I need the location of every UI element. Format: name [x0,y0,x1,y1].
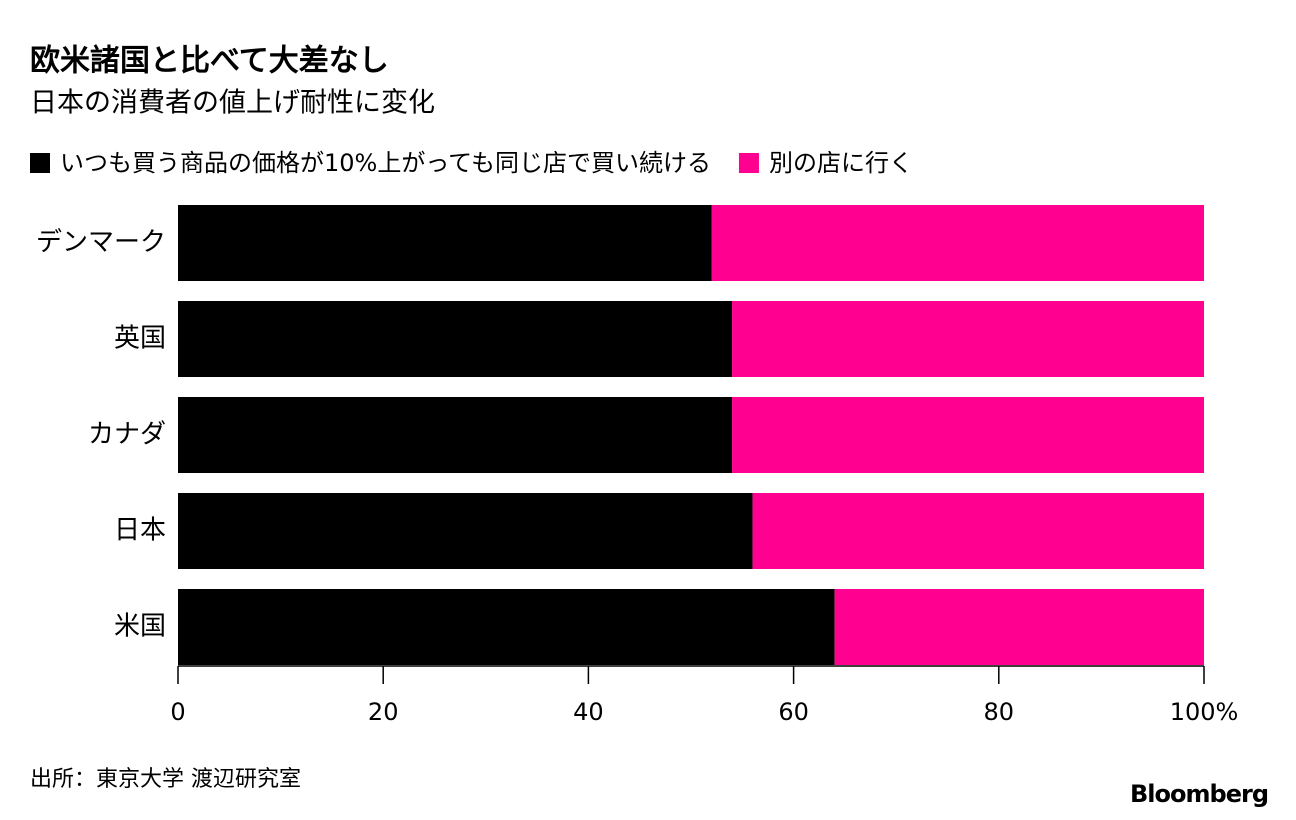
bar-segment [732,397,1204,473]
source: 出所：東京大学 渡辺研究室 [30,767,301,792]
y-tick-label: 日本 [114,516,166,546]
bar-segment [178,205,712,281]
x-tick-label: 20 [368,698,399,726]
bar-segment [752,493,1204,569]
legend-swatch [30,153,50,173]
x-tick-label: 40 [573,698,604,726]
y-tick-label: デンマーク [36,228,166,258]
y-tick-label: 英国 [114,324,166,354]
bar-segment [732,301,1204,377]
bar-segment [178,493,753,569]
bar-segment [178,397,733,473]
x-tick-label: 80 [984,698,1015,726]
legend-swatch [738,153,759,173]
bar-segment [178,589,835,665]
x-tick-label: 0 [170,698,185,726]
bar-segment [178,301,733,377]
x-tick-label: 60 [778,698,809,726]
x-tick-label: 100% [1170,698,1239,726]
chart-subtitle: 日本の消費者の値上げ耐性に変化 [30,88,435,119]
brand: Bloomberg [1130,780,1268,808]
bar-segment [711,205,1204,281]
chart-title: 欧米諸国と比べて大差なし [30,44,389,79]
y-tick-label: カナダ [88,420,166,450]
y-tick-label: 米国 [114,612,166,642]
legend-label: 別の店に行く [769,149,913,177]
legend-label: いつも買う商品の価格が10%上がっても同じ店で買い続ける [60,149,711,177]
bar-segment [834,589,1204,665]
